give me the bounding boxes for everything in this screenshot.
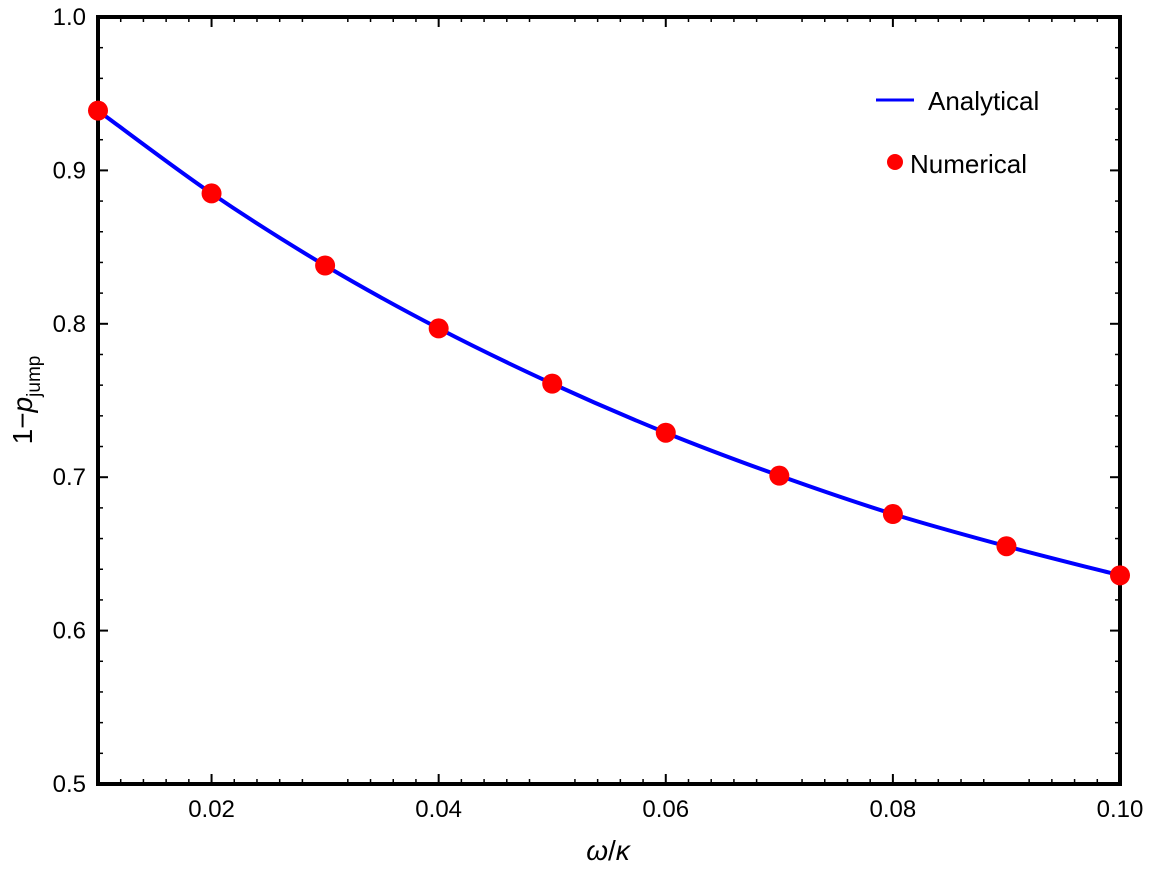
data-point-numerical xyxy=(655,422,676,443)
x-axis-title-kappa: κ xyxy=(616,835,632,866)
data-point-numerical xyxy=(882,504,903,525)
plot-frame xyxy=(96,15,1122,786)
legend-label-analytical: Analytical xyxy=(928,86,1039,116)
y-axis-title-sub: jump xyxy=(24,356,45,398)
y-tick-label: 0.9 xyxy=(53,157,86,184)
x-axis-title-omega: ω xyxy=(586,835,608,866)
data-point-numerical xyxy=(542,373,563,394)
y-axis-title-prefix: 1− xyxy=(7,412,38,444)
x-tick-label: 0.06 xyxy=(642,796,689,823)
major-ticks xyxy=(98,16,1121,785)
data-point-numerical xyxy=(428,318,449,339)
y-tick-labels: 0.5 0.6 0.7 0.8 0.9 1.0 xyxy=(53,4,86,798)
x-tick-label: 0.10 xyxy=(1097,796,1144,823)
data-point-numerical xyxy=(1110,565,1130,586)
y-axis-title: 1−pjump xyxy=(7,356,45,445)
y-tick-label: 1.0 xyxy=(53,4,86,31)
data-point-numerical xyxy=(88,100,108,121)
y-tick-label: 0.7 xyxy=(53,464,86,491)
y-tick-label: 0.8 xyxy=(53,311,86,338)
x-tick-label: 0.08 xyxy=(870,796,917,823)
data-point-numerical xyxy=(315,255,336,276)
data-point-numerical xyxy=(769,465,790,486)
legend-label-numerical: Numerical xyxy=(910,149,1027,179)
y-tick-label: 0.6 xyxy=(53,618,86,645)
x-axis-title: ω/κ xyxy=(586,835,632,866)
x-tick-label: 0.04 xyxy=(415,796,462,823)
data-point-numerical xyxy=(201,183,222,204)
x-tick-labels: 0.02 0.04 0.06 0.08 0.10 xyxy=(188,796,1143,823)
y-axis-title-var: p xyxy=(7,397,38,414)
legend-swatch-numerical xyxy=(887,154,903,170)
series-line-analytical xyxy=(96,108,1121,578)
y-tick-label: 0.5 xyxy=(53,771,86,798)
x-axis-title-slash: / xyxy=(608,835,616,866)
series-layer xyxy=(88,100,1130,586)
legend: Analytical Numerical xyxy=(876,86,1039,179)
minor-ticks xyxy=(98,17,1120,784)
data-point-numerical xyxy=(996,536,1017,557)
x-tick-label: 0.02 xyxy=(188,796,235,823)
